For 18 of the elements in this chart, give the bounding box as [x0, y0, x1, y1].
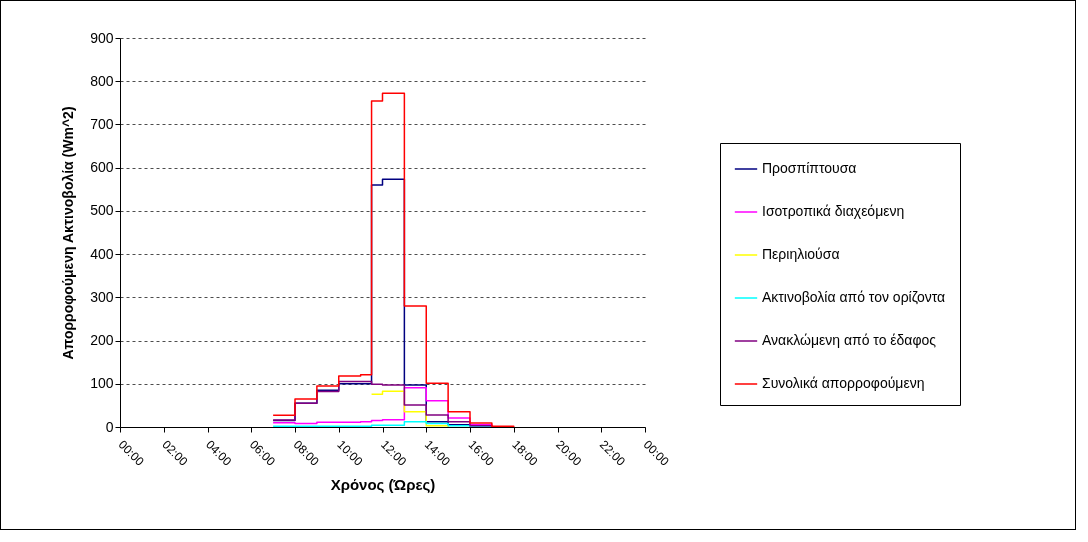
- legend-label: Προσπίπτουσα: [762, 160, 857, 176]
- y-tick-label: 300: [90, 288, 114, 305]
- y-tick-label: 400: [90, 245, 114, 262]
- y-tick-label: 0: [105, 418, 114, 435]
- y-tick-label: 100: [90, 375, 114, 392]
- y-tick-label: 600: [90, 159, 114, 176]
- x-axis-title: Χρόνος (Ώρες): [330, 475, 436, 493]
- legend-label: Συνολικά απορροφούμενη: [762, 375, 925, 391]
- legend-label: Περιηλιούσα: [762, 246, 840, 262]
- legend-label: Ανακλώμενη από το έδαφος: [762, 332, 937, 348]
- y-tick-label: 900: [90, 29, 114, 46]
- y-tick-label: 800: [90, 72, 114, 89]
- y-axis-title: Απορροφούμενη Ακτινοβολία (Wm^2): [60, 106, 77, 360]
- legend-label: Ισοτροπικά διαχεόμενη: [762, 203, 905, 219]
- legend-label: Ακτινοβολία από τον ορίζοντα: [762, 289, 946, 305]
- y-tick-label: 200: [90, 332, 114, 349]
- y-tick-label: 500: [90, 202, 114, 219]
- y-tick-label: 700: [90, 115, 114, 132]
